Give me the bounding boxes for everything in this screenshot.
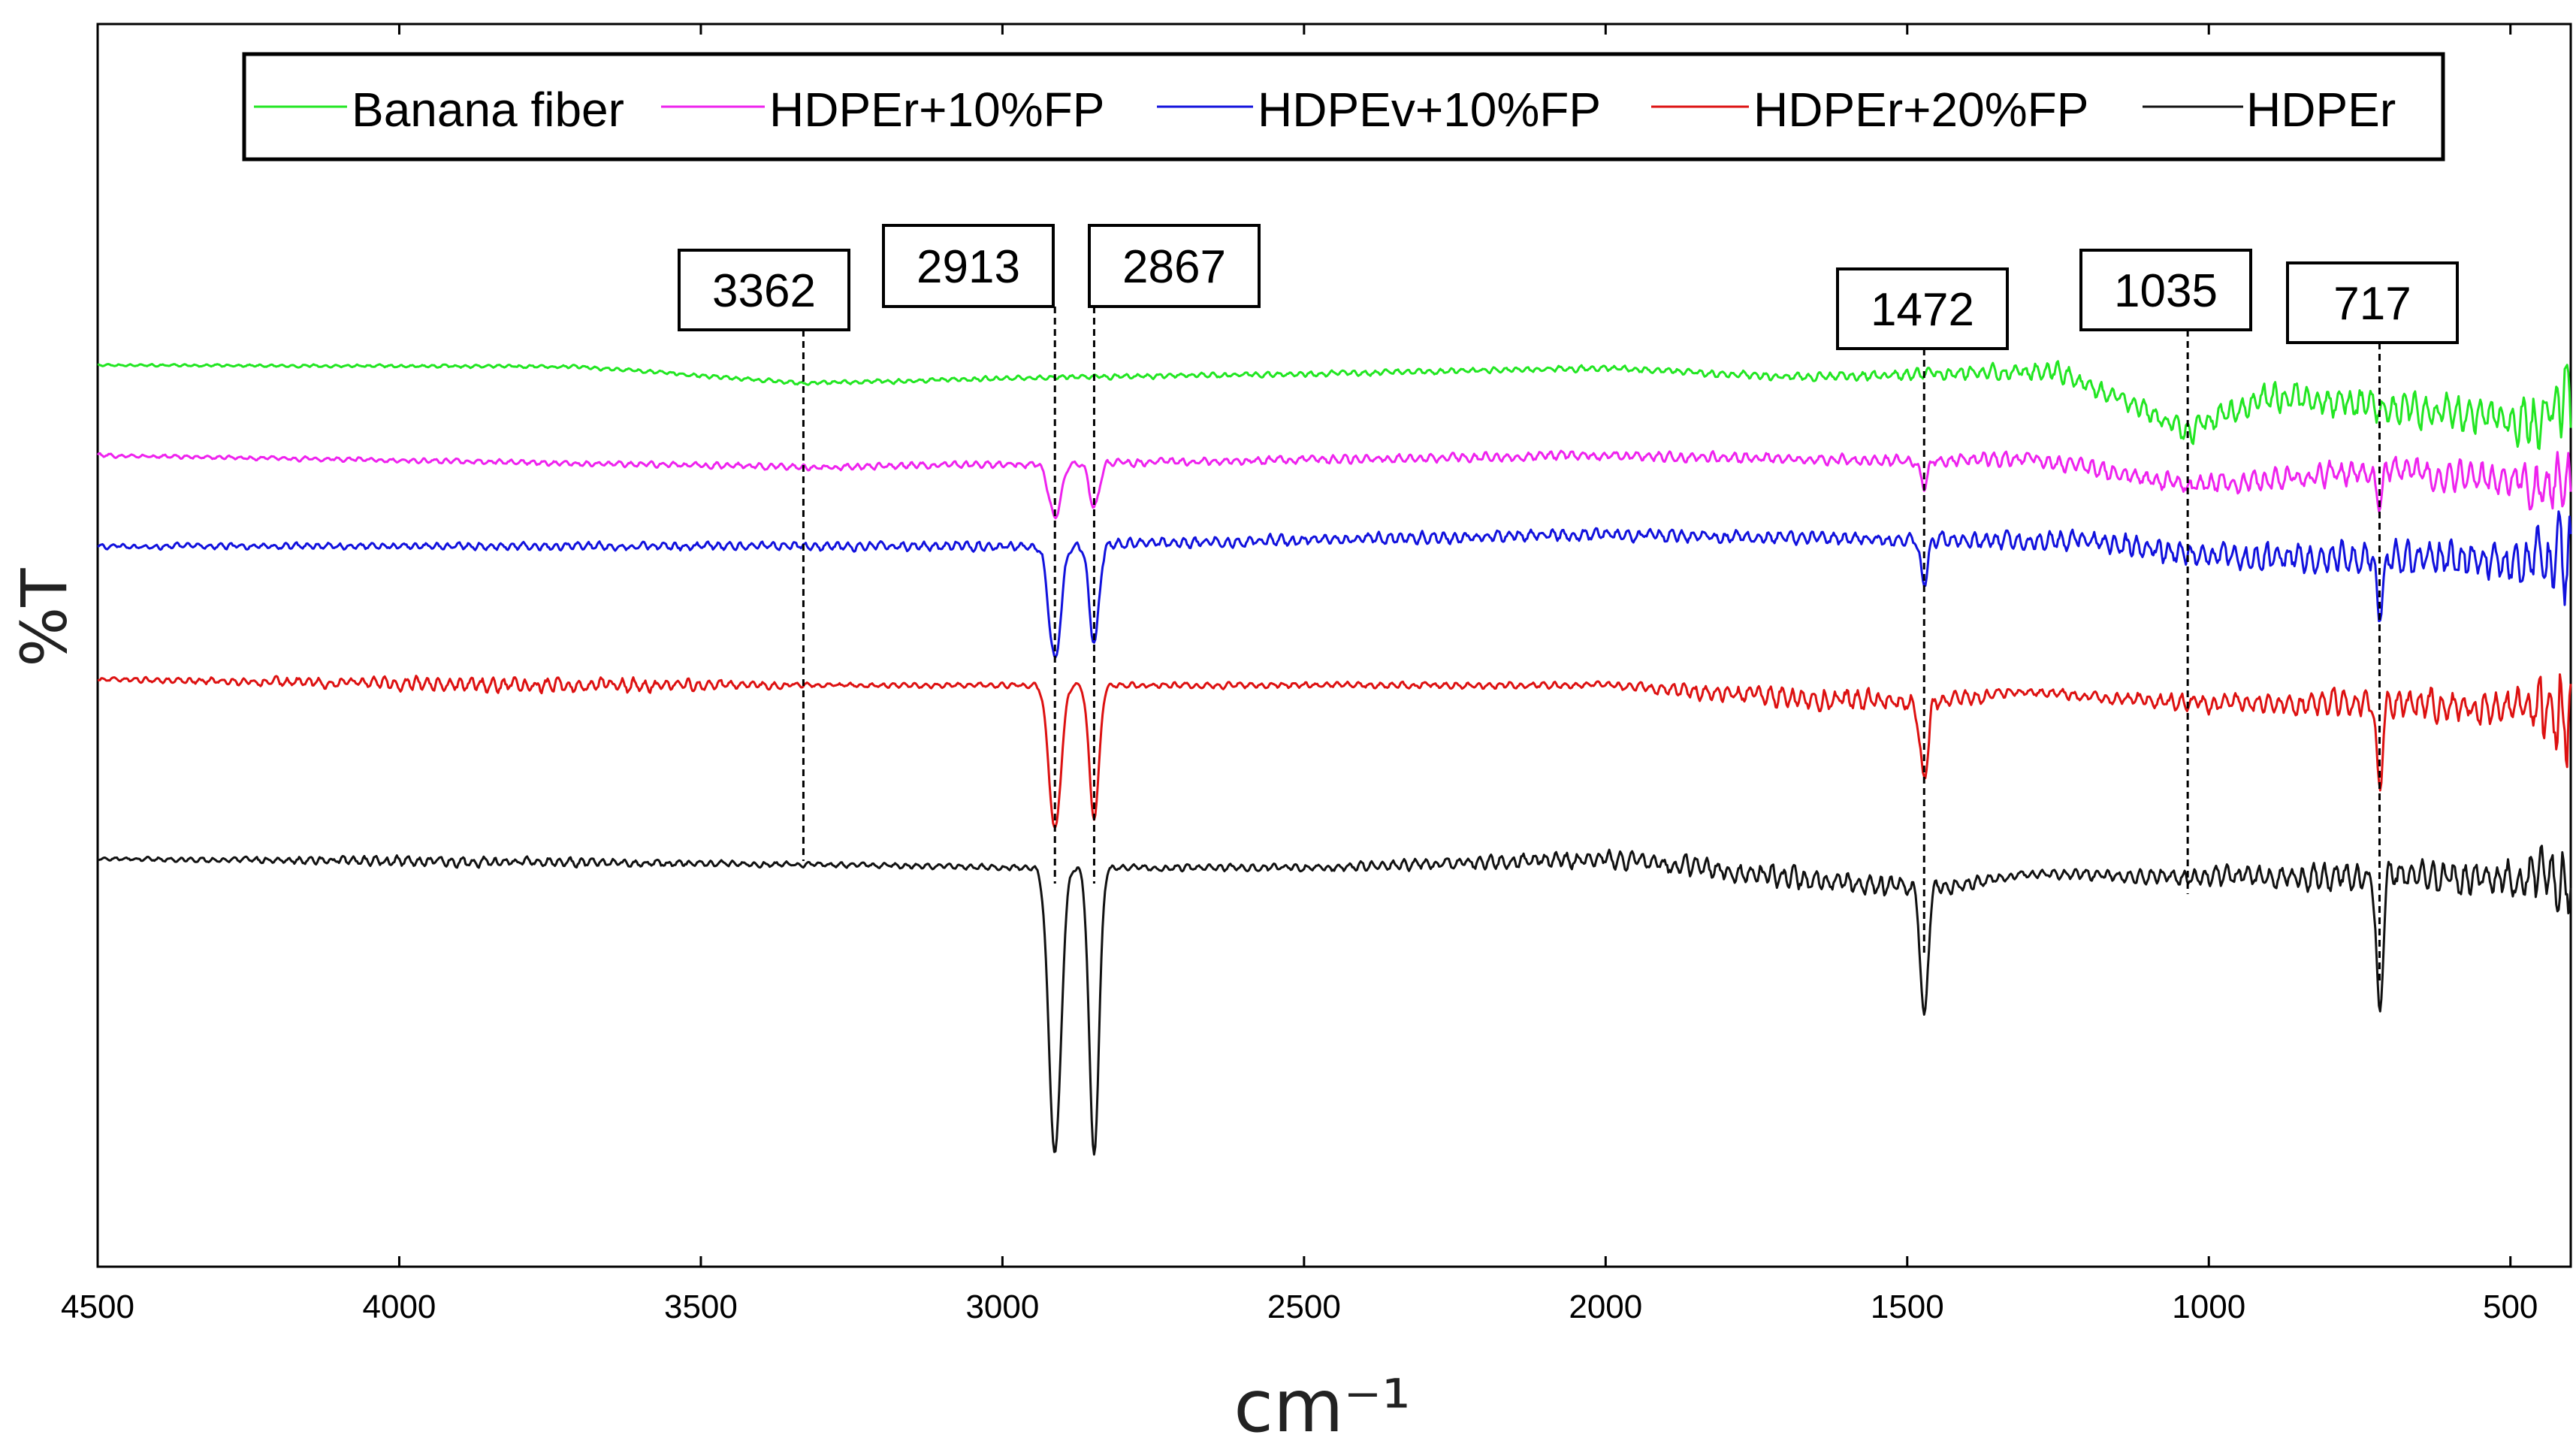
legend-label-hdper-20fp: HDPEr+20%FP	[1753, 83, 2088, 137]
x-tick-label-2000: 2000	[1569, 1288, 1642, 1325]
series-layer	[96, 360, 2572, 1156]
legend-box	[242, 52, 2445, 162]
plot-area	[96, 23, 2572, 1268]
annotation-layer: 3362 2913 2867 1472 1035 717	[678, 224, 2459, 982]
peak-label-2913: 2913	[917, 241, 1020, 293]
legend-label-banana-fiber: Banana fiber	[352, 83, 624, 137]
peak-label-box-2913	[882, 224, 1055, 308]
peak-label-3362: 3362	[712, 265, 816, 317]
peak-label-box-1035	[2079, 249, 2252, 331]
legend-label-hdpev-10fp: HDPEv+10%FP	[1258, 83, 1601, 137]
peak-label-box-1472	[1836, 267, 2009, 350]
peak-label-box-3362	[678, 249, 850, 331]
peak-label-1472: 1472	[1871, 284, 1974, 336]
x-tick-label-500: 500	[2483, 1288, 2538, 1325]
x-tick-label-4000: 4000	[363, 1288, 436, 1325]
legend-label-hdper-10fp: HDPEr+10%FP	[769, 83, 1104, 137]
x-tick-label-3500: 3500	[664, 1288, 738, 1325]
peak-label-2867: 2867	[1122, 241, 1226, 293]
peak-label-box-717	[2286, 261, 2459, 344]
legend-label-hdper: HDPEr	[2246, 83, 2396, 137]
x-axis-label: cm⁻¹	[1234, 1364, 1410, 1438]
x-axis: 4500 4000 3500 3000 2500 2000 1500 1000 500	[61, 24, 2538, 1325]
peak-label-1035: 1035	[2114, 265, 2218, 317]
x-tick-label-3000: 3000	[965, 1288, 1039, 1325]
x-tick-label-1000: 1000	[2172, 1288, 2245, 1325]
legend: Banana fiber HDPEr+10%FP HDPEv+10%FP HDP…	[242, 52, 2445, 162]
y-axis-label: %T	[8, 568, 81, 667]
series-line-hdper	[97, 844, 2572, 1156]
x-tick-label-4500: 4500	[61, 1288, 134, 1325]
x-tick-label-1500: 1500	[1871, 1288, 1944, 1325]
series-line-banana-fiber	[97, 360, 2572, 450]
peak-label-717: 717	[2333, 278, 2411, 330]
series-line-hdper-10-fp	[96, 449, 2572, 520]
peak-label-box-2867	[1088, 224, 1261, 308]
series-line-hdper-20-fp	[97, 673, 2572, 829]
x-tick-label-2500: 2500	[1267, 1288, 1341, 1325]
series-line-hdpev-10-fp	[97, 510, 2572, 659]
